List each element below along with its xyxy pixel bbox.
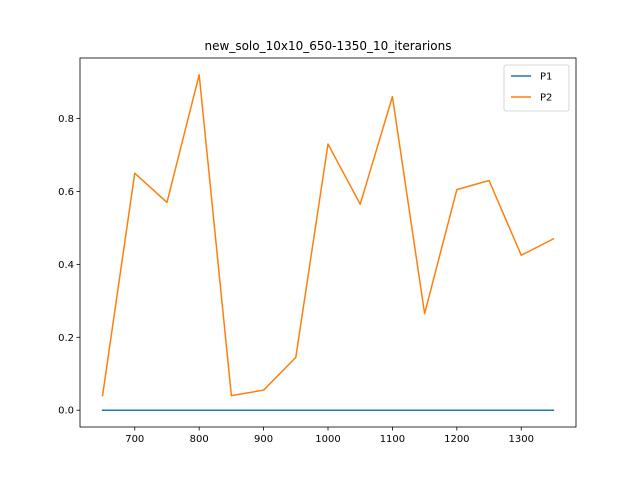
- y-tick-label: 0.8: [58, 114, 74, 125]
- series-line-p2: [101, 74, 555, 397]
- x-tick-label: 1200: [444, 434, 469, 445]
- x-tick-label: 1000: [315, 434, 340, 445]
- x-tick-label: 800: [190, 434, 209, 445]
- legend-label-p1: P1: [540, 72, 552, 83]
- y-tick-label: 0.4: [58, 260, 74, 271]
- plot-area: 700 800 900 1000 1100 1200 1300 0.0 0.2 0.4 0.6 0.8: [58, 57, 577, 445]
- legend-label-p2: P2: [540, 93, 552, 104]
- chart-title: new_solo_10x10_650-1350_10_iterarions: [205, 39, 452, 53]
- legend-box: [503, 64, 570, 112]
- x-tick-label: 1300: [509, 434, 534, 445]
- y-tick-label: 0.0: [58, 406, 74, 417]
- x-tick-label: 900: [254, 434, 273, 445]
- legend: P1 P2: [503, 64, 570, 112]
- x-tick-label: 1100: [380, 434, 405, 445]
- y-tick-label: 0.2: [58, 333, 74, 344]
- x-tick-label: 700: [125, 434, 144, 445]
- y-tick-label: 0.6: [58, 187, 74, 198]
